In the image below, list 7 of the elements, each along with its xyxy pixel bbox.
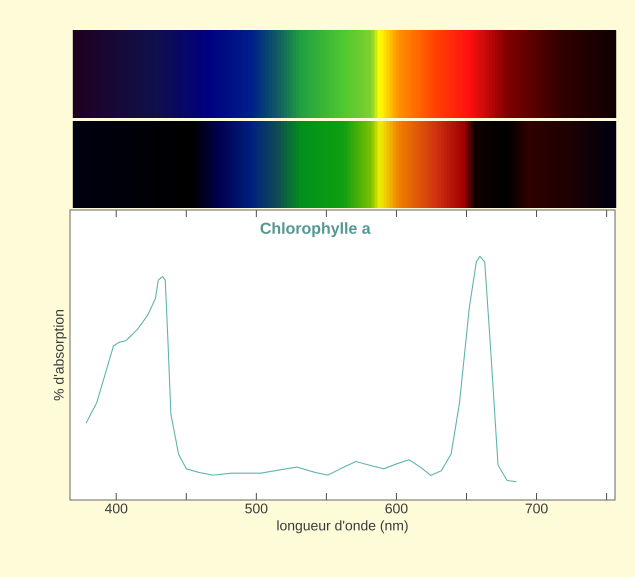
x-axis-title: longueur d'onde (nm) xyxy=(277,520,408,534)
x-tick-label: 700 xyxy=(526,504,548,514)
x-tick-label: 500 xyxy=(245,504,268,514)
y-axis-title: % d'absorption xyxy=(53,310,66,400)
text: Chlorophylle a xyxy=(260,222,371,238)
x-tick-label: 600 xyxy=(386,504,408,514)
x-tick-label: 400 xyxy=(104,504,128,514)
